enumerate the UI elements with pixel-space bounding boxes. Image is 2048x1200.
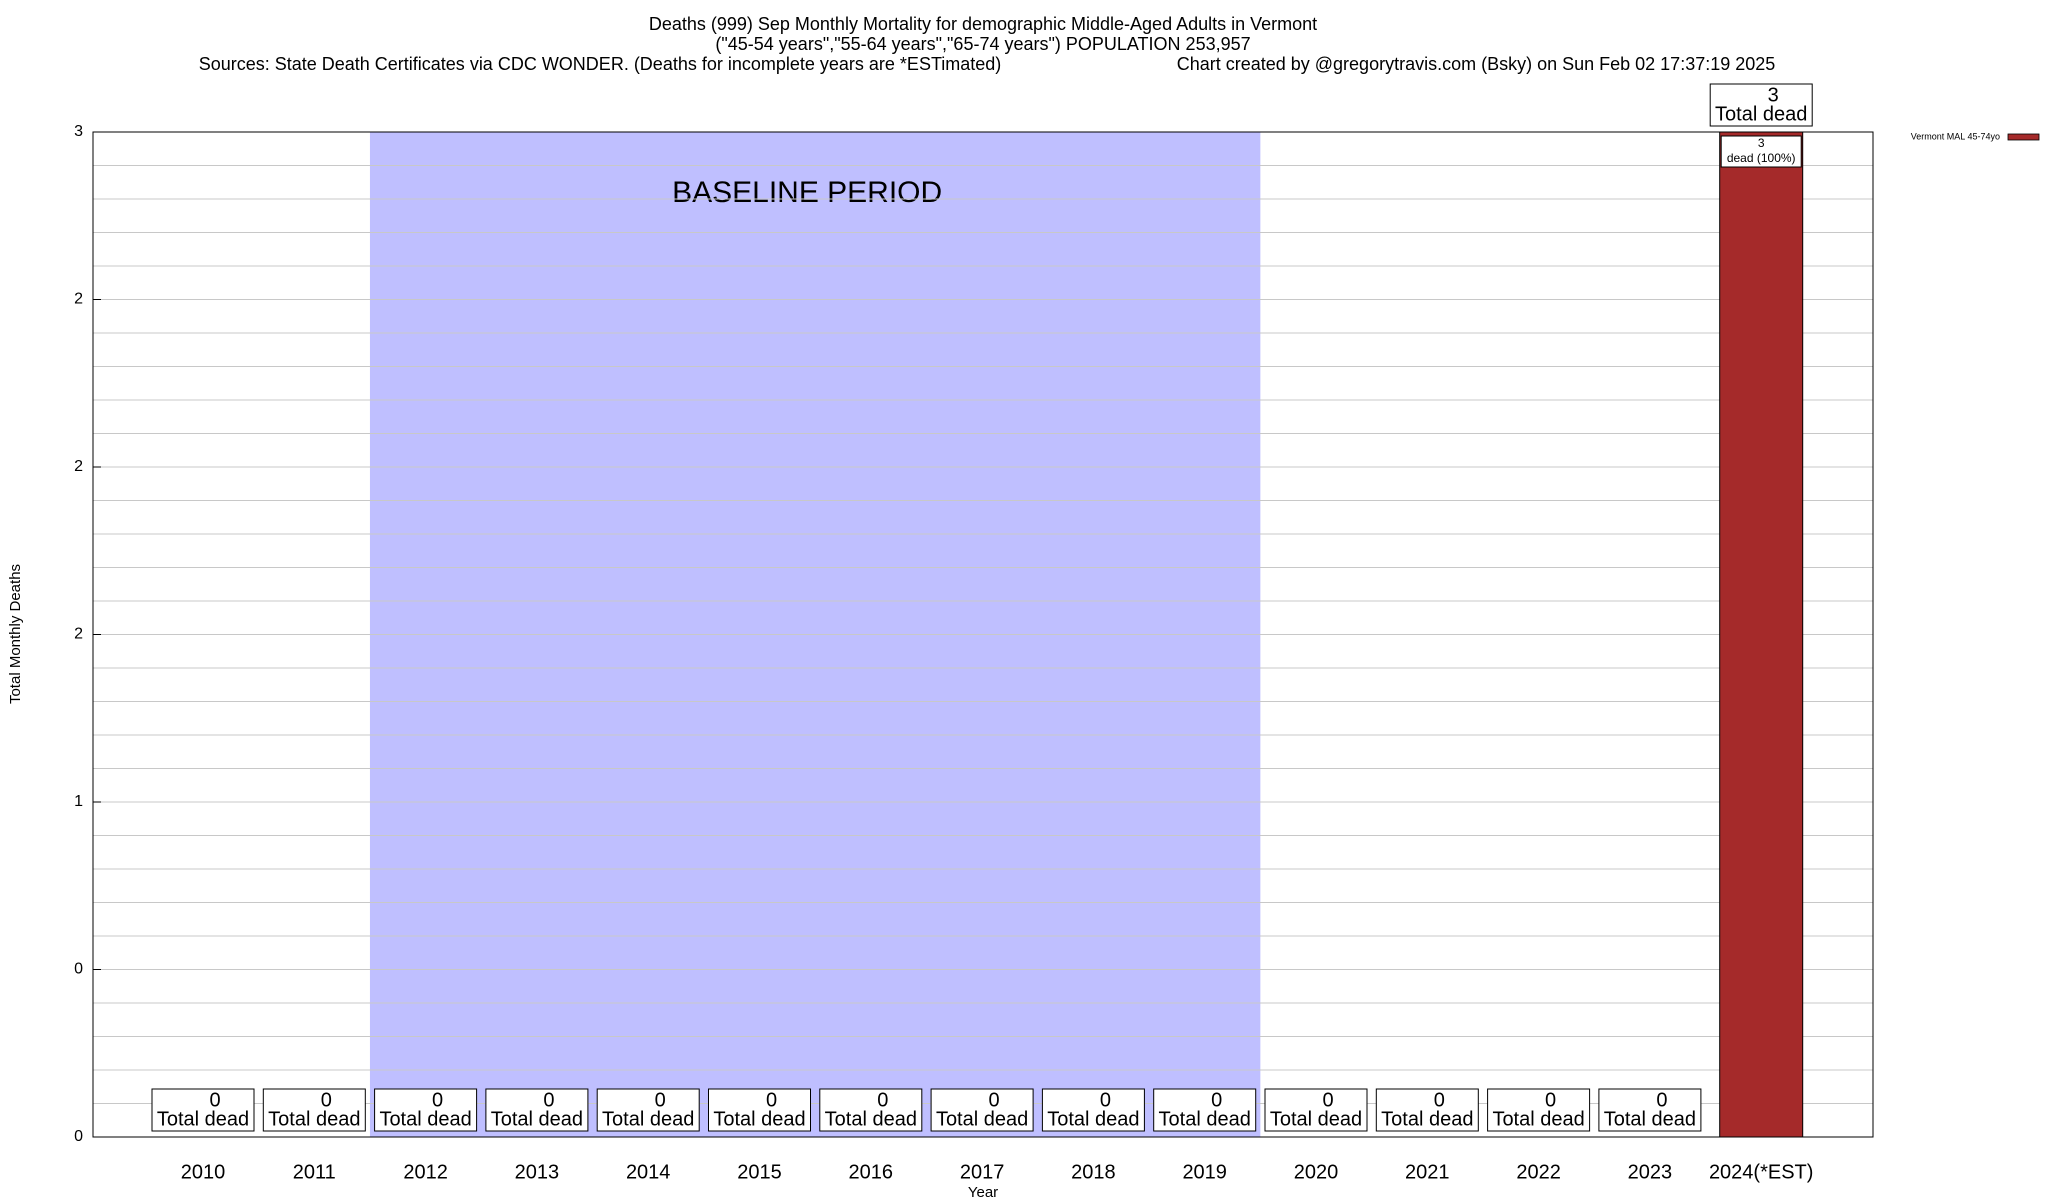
bar-label-text: Total dead (1047, 1108, 1139, 1130)
bar-label-text: Total dead (713, 1108, 805, 1130)
credit-note: Chart created by @gregorytravis.com (Bsk… (1177, 54, 1776, 74)
bar-label-box (1375, 1088, 1479, 1132)
bar-label-box (1598, 1088, 1702, 1132)
bar-label-text: Total dead (1270, 1108, 1362, 1130)
x-tick-label: 2024(*EST) (1709, 1161, 1814, 1183)
bar (1719, 131, 1804, 1138)
bar-value-label: 0 (989, 1089, 1000, 1111)
inner-label-text: dead (100%) (1727, 151, 1796, 165)
x-tick-label: 2017 (960, 1161, 1005, 1183)
bar-label-text: Total dead (1604, 1108, 1696, 1130)
bar-label-box (374, 1088, 478, 1132)
y-tick-label: 1 (74, 793, 83, 810)
bar-label-box (1041, 1088, 1145, 1132)
bar-label-box (708, 1088, 811, 1132)
bar-value-label: 0 (1100, 1089, 1111, 1111)
bar-value-label: 0 (1322, 1089, 1333, 1111)
bar-label-text: Total dead (379, 1108, 471, 1130)
x-tick-label: 2020 (1294, 1161, 1339, 1183)
x-tick-label: 2019 (1182, 1161, 1227, 1183)
bar-label-box (1264, 1088, 1368, 1132)
bar-label-box (1487, 1088, 1591, 1132)
bar-value-label: 0 (877, 1089, 888, 1111)
inner-value-label: 3 (1758, 136, 1765, 150)
bar-value-label: 0 (655, 1089, 666, 1111)
bar-label-text: Total dead (1381, 1108, 1473, 1130)
bar-value-label: 0 (543, 1089, 554, 1111)
bar-label-box (151, 1088, 255, 1132)
x-tick-label: 2018 (1071, 1161, 1116, 1183)
y-tick-label: 2 (74, 458, 83, 475)
x-tick-label: 2023 (1628, 1161, 1673, 1183)
baseline-label: BASELINE PERIOD (672, 176, 942, 209)
bar-label-text: Total dead (157, 1108, 249, 1130)
x-tick-label: 2012 (403, 1161, 448, 1183)
y-tick-label: 2 (74, 626, 83, 643)
bar-label-text: Total dead (602, 1108, 694, 1130)
legend-swatch (2007, 133, 2040, 141)
bar-label-text: Total dead (936, 1108, 1028, 1130)
bar-value-label: 0 (321, 1089, 332, 1111)
inner-label-box (1720, 135, 1802, 168)
bar-label-text: Total dead (825, 1108, 917, 1130)
x-tick-label: 2013 (515, 1161, 560, 1183)
legend-label: Vermont MAL 45-74yo (1911, 131, 2000, 141)
bar-value-label: 0 (1656, 1089, 1667, 1111)
bar-label-box (1709, 83, 1813, 127)
bar-value-label: 0 (1545, 1089, 1556, 1111)
source-note: Sources: State Death Certificates via CD… (199, 54, 1002, 74)
bar-label-box (819, 1088, 923, 1132)
x-tick-label: 2010 (181, 1161, 226, 1183)
bar-value-label: 0 (1434, 1089, 1445, 1111)
x-tick-label: 2011 (293, 1161, 336, 1183)
bar-value-label: 0 (766, 1089, 777, 1111)
x-axis-title: Year (968, 1184, 998, 1200)
x-tick-label: 2014 (626, 1161, 671, 1183)
bar-value-label: 0 (1211, 1089, 1222, 1111)
y-tick-label: 0 (74, 961, 83, 978)
bar-label-text: Total dead (1159, 1108, 1251, 1130)
bar-value-label: 3 (1768, 84, 1779, 106)
x-tick-label: 2016 (849, 1161, 894, 1183)
bar-label-text: Total dead (1715, 103, 1807, 125)
bar-label-box (485, 1088, 589, 1132)
y-axis-title: Total Monthly Deaths (7, 564, 24, 704)
bar-value-label: 0 (209, 1089, 220, 1111)
bar-label-box (596, 1088, 700, 1132)
x-tick-label: 2022 (1516, 1161, 1561, 1183)
bar-value-label: 0 (432, 1089, 443, 1111)
bar-label-box (262, 1088, 366, 1132)
y-tick-label: 3 (74, 123, 83, 140)
bar-label-text: Total dead (1492, 1108, 1584, 1130)
y-tick-label: 0 (74, 1128, 83, 1145)
x-tick-label: 2021 (1405, 1161, 1450, 1183)
bar-label-box (1153, 1088, 1257, 1132)
plot-frame (92, 131, 1874, 1138)
chart-subtitle: ("45-54 years","55-64 years","65-74 year… (715, 34, 1250, 54)
bar-label-box (930, 1088, 1034, 1132)
x-tick-label: 2015 (737, 1161, 782, 1183)
y-tick-label: 2 (74, 291, 83, 308)
bar-label-text: Total dead (491, 1108, 583, 1130)
chart-title: Deaths (999) Sep Monthly Mortality for d… (649, 14, 1317, 34)
bar-label-text: Total dead (268, 1108, 360, 1130)
